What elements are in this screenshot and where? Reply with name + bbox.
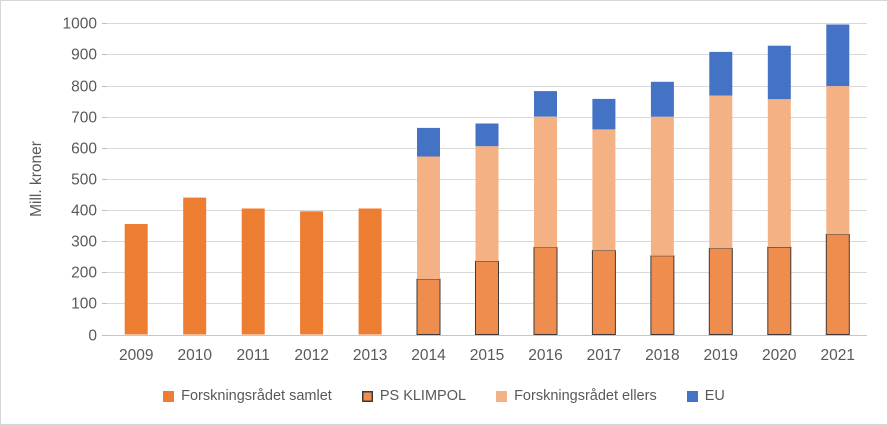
legend-item-3: EU: [686, 388, 725, 404]
bar-segment-2: [709, 95, 733, 249]
y-tick-label: 300: [71, 234, 97, 251]
legend-swatch-icon: [361, 390, 373, 402]
bar-segment-2: [534, 116, 557, 248]
y-tick-label: 500: [71, 172, 97, 189]
bar-segment-1: [767, 246, 792, 336]
bar-segment-3: [534, 91, 557, 117]
legend-item-0: Forskningsrådet samlet: [163, 388, 332, 404]
y-tick-label: 1000: [63, 16, 98, 33]
bar-segment-1: [475, 260, 499, 335]
legend-swatch-icon: [496, 390, 508, 402]
y-tick-label: 400: [71, 203, 97, 220]
x-tick-label: 2021: [821, 347, 855, 364]
legend-label: PS KLIMPOL: [379, 388, 467, 404]
bar-segment-3: [592, 98, 616, 130]
x-tick-label: 2010: [177, 347, 212, 364]
bar-segment-0: [124, 224, 148, 335]
x-tick-label: 2012: [294, 347, 328, 364]
x-tick-label: 2020: [762, 347, 797, 364]
x-tick-label: 2019: [704, 347, 738, 364]
y-tick-label: 800: [71, 79, 97, 96]
bar-segment-3: [826, 24, 850, 87]
x-tick-label: 2011: [237, 347, 270, 364]
bar-segment-1: [591, 250, 616, 335]
legend-item-1: PS KLIMPOL: [361, 388, 467, 404]
bar-segment-1: [650, 255, 675, 335]
legend-label: EU: [704, 388, 725, 404]
y-tick-label: 0: [88, 328, 97, 345]
bar-segment-1: [533, 246, 558, 335]
x-tick-label: 2013: [353, 347, 387, 364]
bar-segment-3: [475, 123, 499, 147]
legend-swatch-icon: [163, 390, 175, 402]
bar-segment-1: [416, 278, 441, 336]
x-tick-label: 2017: [587, 347, 621, 364]
bar-segment-3: [417, 127, 440, 157]
bar-segment-1: [825, 233, 850, 335]
x-tick-label: 2018: [645, 347, 679, 364]
bar-segment-0: [300, 211, 324, 335]
y-tick-label: 200: [71, 265, 97, 282]
x-tick-label: 2009: [119, 347, 153, 364]
y-tick-label: 100: [71, 296, 97, 313]
legend-item-2: Forskningsrådet ellers: [496, 388, 657, 404]
bar-segment-2: [767, 99, 791, 247]
bar-segment-0: [241, 208, 265, 335]
y-tick-label: 600: [71, 141, 97, 158]
legend: Forskningsrådet samlet PS KLIMPOL Forsknin…: [1, 388, 887, 404]
bar-segment-0: [183, 197, 207, 335]
bar-segment-3: [709, 51, 733, 96]
bar-segment-3: [767, 45, 791, 100]
legend-label: Forskningsrådet samlet: [181, 388, 332, 404]
bar-segment-2: [592, 129, 616, 251]
bar-segment-2: [475, 146, 499, 262]
legend-swatch-icon: [686, 390, 698, 402]
y-tick-label: 900: [71, 47, 97, 64]
x-tick-label: 2015: [470, 347, 504, 364]
bar-segment-3: [650, 81, 674, 117]
bar-segment-2: [826, 86, 850, 235]
legend-label: Forskningsrådet ellers: [514, 388, 657, 404]
bar-segment-2: [650, 116, 674, 256]
x-tick-label: 2014: [411, 347, 446, 364]
bar-segment-1: [708, 247, 733, 335]
bar-segment-0: [358, 208, 382, 335]
x-tick-label: 2016: [528, 347, 562, 364]
bar-segment-2: [417, 156, 440, 280]
y-tick-label: 700: [71, 110, 97, 127]
